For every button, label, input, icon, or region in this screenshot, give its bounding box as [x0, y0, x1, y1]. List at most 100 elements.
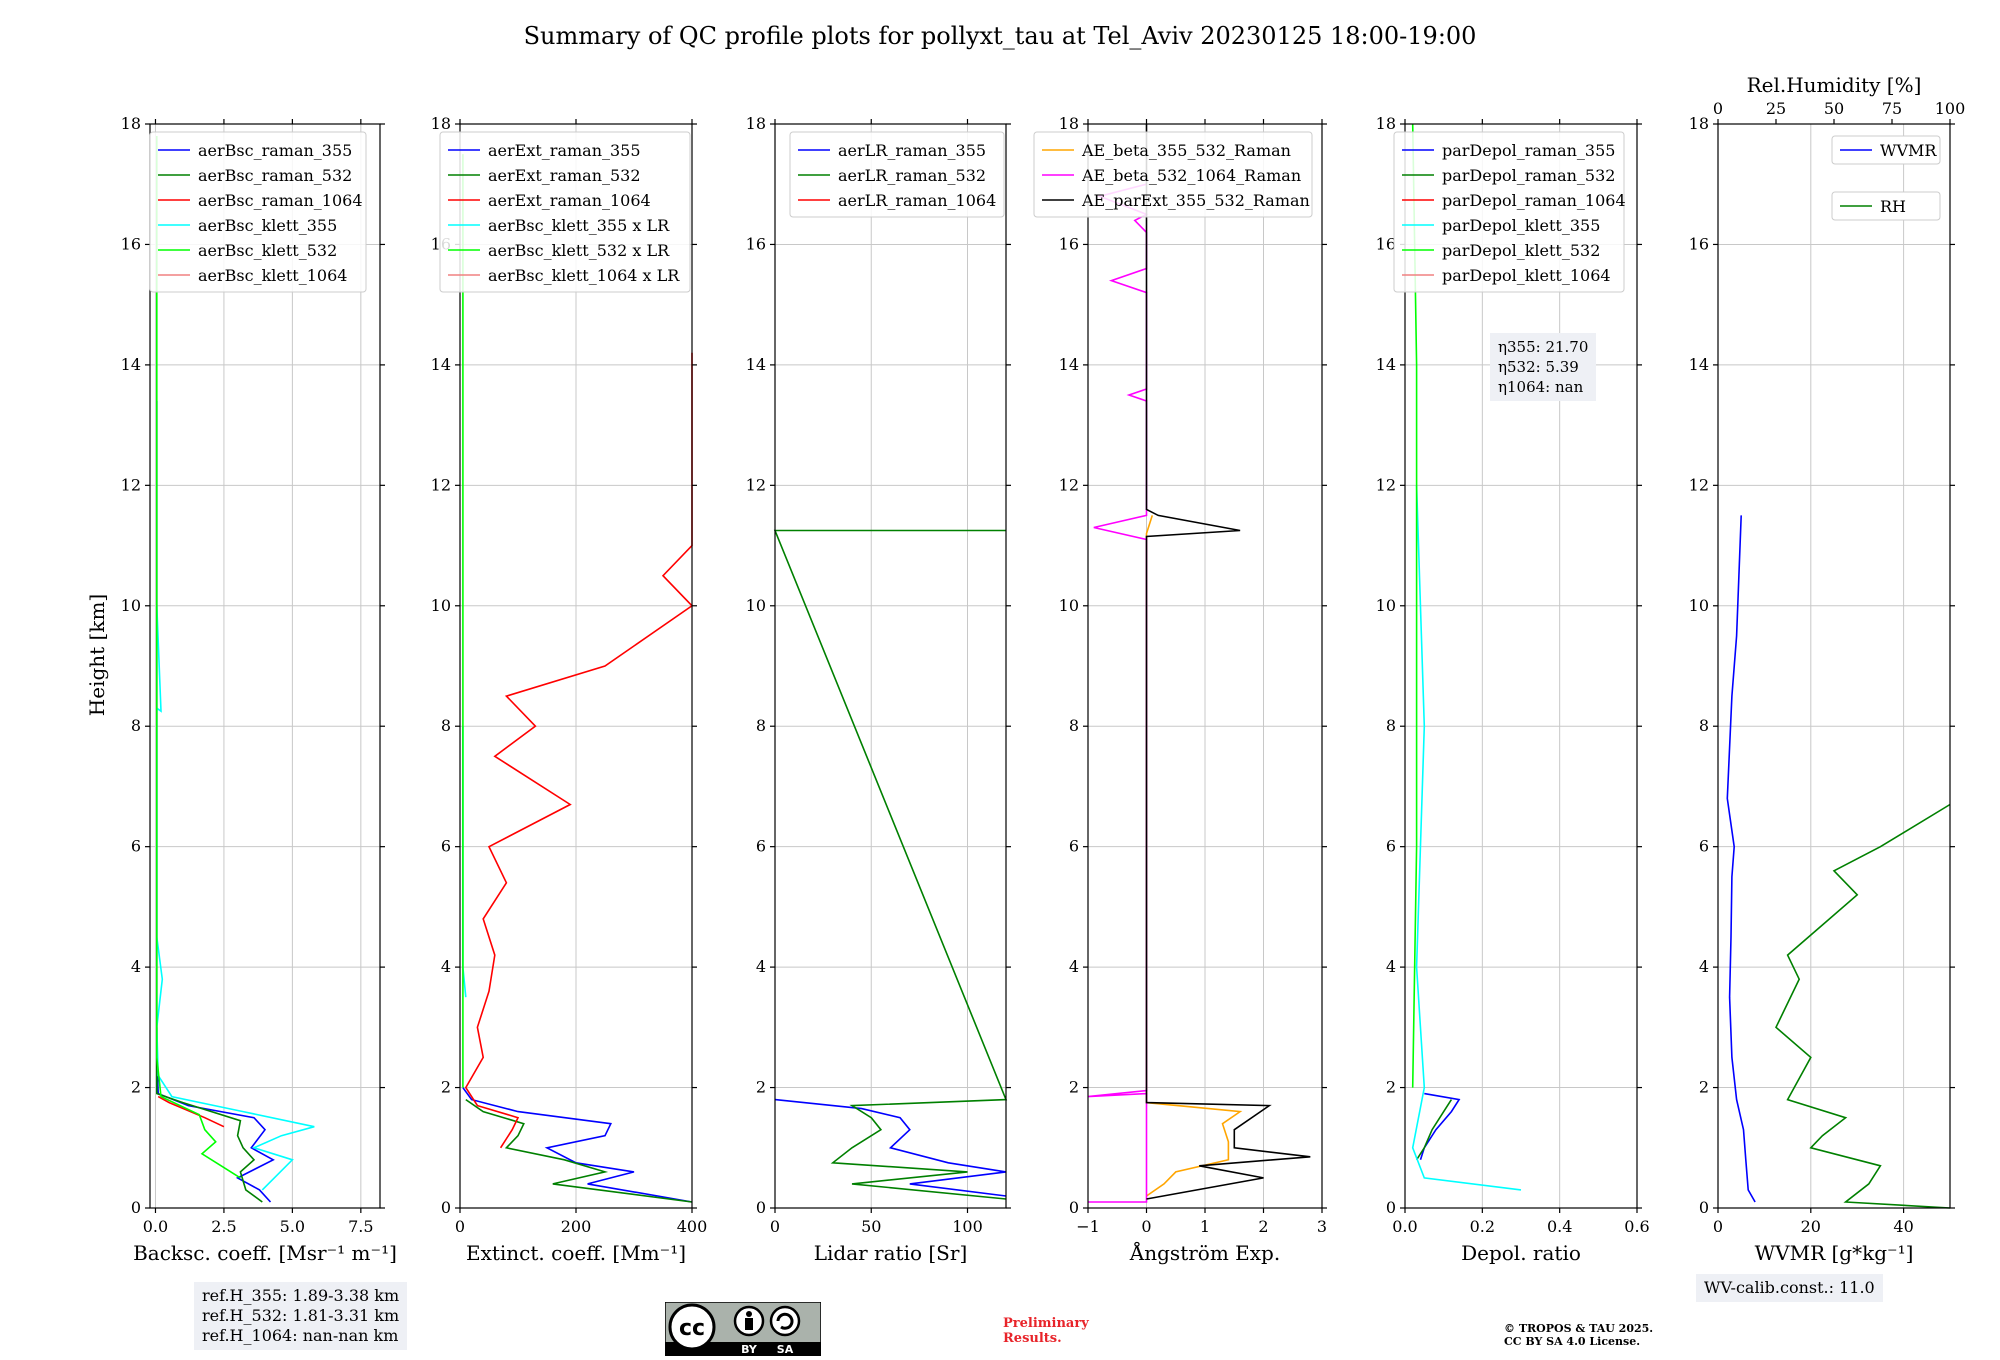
cc-circle-icon [668, 1303, 716, 1351]
y-tick-label: 16 [121, 234, 141, 253]
x2-tick-label: 50 [1824, 99, 1844, 118]
plot-frame [1404, 123, 1638, 1209]
y-tick-label: 6 [756, 837, 766, 856]
y-tick-label: 16 [1376, 234, 1396, 253]
y-tick-label: 18 [1376, 114, 1396, 133]
y-tick-label: 18 [1059, 114, 1079, 133]
legend-box [1831, 191, 1941, 221]
x-tick-label: 3 [1317, 1217, 1327, 1236]
x-tick-label: 200 [561, 1217, 592, 1236]
y-tick-label: 18 [121, 114, 141, 133]
y-tick-label: 0 [1069, 1198, 1079, 1217]
cc-license-badge: cc BY SA [665, 1302, 821, 1356]
y-tick-label: 4 [756, 957, 766, 976]
series-line [157, 1095, 225, 1128]
x-tick-label: 1 [1200, 1217, 1210, 1236]
legend-label: aerBsc_klett_1064 [198, 266, 347, 285]
series-line [773, 529, 1008, 1200]
series-line [1726, 515, 1756, 1203]
x2-tick-label: 75 [1882, 99, 1902, 118]
y-tick-label: 12 [431, 475, 451, 494]
y-tick-label: 0 [1386, 1198, 1396, 1217]
reference-height-box: ref.H_355: 1.89-3.38 km ref.H_532: 1.81-… [194, 1282, 408, 1350]
panel-1: 0 2 4 6 8 10 12 14 16 18 0.0 2.5 5.0 7.5 Backsc. coeff… [121, 114, 397, 1265]
series-line [156, 401, 275, 1203]
y-tick-label: 16 [746, 234, 766, 253]
y-tick-label: 18 [431, 114, 451, 133]
x-tick-label: 100 [952, 1217, 983, 1236]
legend-label: aerExt_raman_355 [488, 141, 641, 160]
legend-label: AE_beta_355_532_Raman [1081, 141, 1291, 160]
legend-box [1393, 131, 1625, 293]
y-tick-label: 2 [131, 1078, 141, 1097]
y-tick-label: 8 [1699, 716, 1709, 735]
y-tick-label: 8 [131, 716, 141, 735]
y-tick-label: 10 [746, 596, 766, 615]
legend-label: parDepol_raman_532 [1442, 166, 1615, 185]
y-tick-label: 2 [1699, 1078, 1709, 1097]
x-tick-label: 0.0 [1392, 1217, 1417, 1236]
legend-label: WVMR [1880, 141, 1937, 160]
share-alike-arrow-icon [776, 1312, 794, 1330]
x-tick-label: 0 [770, 1217, 780, 1236]
y-tick-label: 4 [1699, 957, 1709, 976]
legend-label: aerLR_raman_355 [838, 141, 986, 160]
copyright-line-1: © TROPOS & TAU 2025. [1504, 1322, 1654, 1335]
x-tick-label: 20 [1801, 1217, 1821, 1236]
y-tick-label: 0 [131, 1198, 141, 1217]
legend-label: parDepol_raman_1064 [1442, 191, 1626, 210]
y-tick-label: 12 [746, 475, 766, 494]
legend-label: parDepol_klett_532 [1442, 241, 1600, 260]
legend-label: RH [1880, 197, 1906, 216]
plot-frame [1717, 123, 1951, 1209]
series-line [464, 352, 694, 1149]
x-tick-label: 0.4 [1547, 1217, 1572, 1236]
legend-label: aerBsc_raman_532 [198, 166, 352, 185]
y-tick-label: 10 [1059, 596, 1079, 615]
x-tick-label: 0.2 [1470, 1217, 1495, 1236]
y-tick-label: 12 [121, 475, 141, 494]
y-tick-label: 0 [756, 1198, 766, 1217]
y-tick-label: 2 [441, 1078, 451, 1097]
eta-1064: η1064: nan [1498, 378, 1584, 396]
y-tick-label: 10 [431, 596, 451, 615]
y-tick-label: 4 [441, 957, 451, 976]
y-tick-label: 2 [1386, 1078, 1396, 1097]
preliminary-line-2: Results. [1003, 1331, 1062, 1346]
y-tick-label: 18 [1689, 114, 1709, 133]
ref-height-355: ref.H_355: 1.89-3.38 km [202, 1286, 400, 1305]
legend-label: aerBsc_klett_355 [198, 216, 337, 235]
legend-label: aerBsc_raman_355 [198, 141, 352, 160]
x-tick-label: 0.0 [143, 1217, 168, 1236]
series-line [1415, 1099, 1453, 1161]
y-tick-label: 4 [1386, 957, 1396, 976]
by-label: BY [741, 1343, 758, 1356]
legend-box [149, 131, 367, 293]
x-tick-label: 40 [1893, 1217, 1913, 1236]
y-tick-label: 12 [1376, 475, 1396, 494]
eta-532: η532: 5.39 [1498, 358, 1579, 376]
y-tick-label: 2 [756, 1078, 766, 1097]
y-tick-label: 18 [746, 114, 766, 133]
x-axis-label: Depol. ratio [1461, 1241, 1581, 1265]
x2-tick-label: 25 [1766, 99, 1786, 118]
y-tick-label: 8 [756, 716, 766, 735]
legend-label: aerLR_raman_532 [838, 166, 986, 185]
wv-calibration-box: WV-calib.const.: 11.0 [1696, 1274, 1883, 1302]
x-tick-label: 7.5 [348, 1217, 373, 1236]
panel-5: 0 2 4 6 8 10 12 14 16 18 0.0 0.2 0.4 0.6 Depol. ratio p… [1376, 114, 1650, 1265]
legend-label: aerBsc_klett_532 [198, 241, 337, 260]
eta-355: η355: 21.70 [1498, 338, 1589, 356]
x-tick-label: 0 [455, 1217, 465, 1236]
legend-box [789, 131, 1005, 218]
y-tick-label: 14 [746, 355, 766, 374]
y-tick-label: 16 [1689, 234, 1709, 253]
series-line [1087, 183, 1149, 1203]
y-tick-label: 14 [1689, 355, 1709, 374]
legend-label: aerLR_raman_1064 [838, 191, 996, 210]
wv-calib-constant: WV-calib.const.: 11.0 [1704, 1278, 1875, 1297]
series-line [1145, 515, 1243, 1197]
legend-label: aerBsc_klett_1064 x LR [488, 266, 680, 285]
